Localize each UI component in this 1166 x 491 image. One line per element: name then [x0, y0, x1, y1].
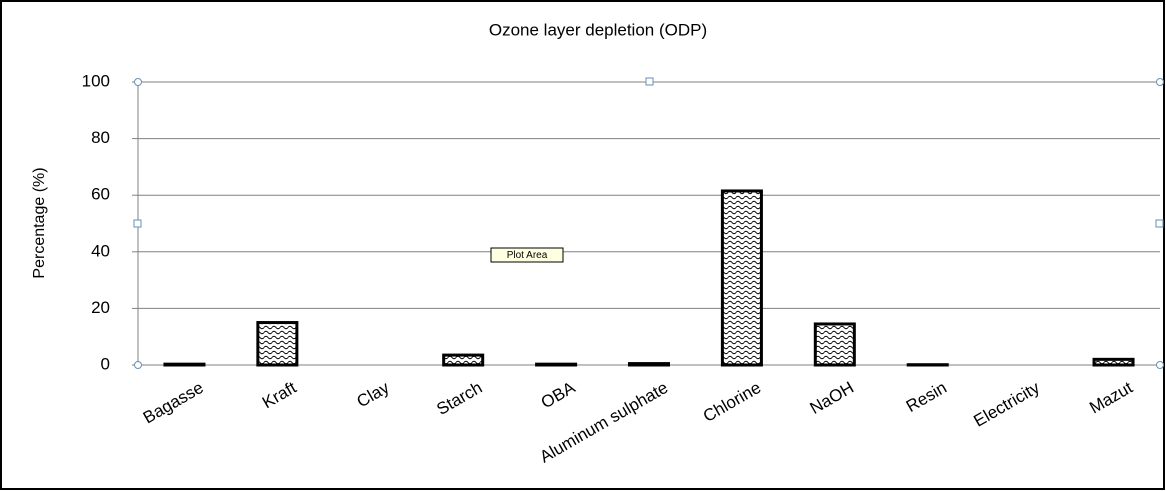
bar	[1092, 357, 1135, 367]
bar	[720, 189, 763, 367]
bar	[813, 322, 856, 367]
y-tick-label: 60	[91, 185, 110, 204]
y-tick-label: 20	[91, 298, 110, 317]
handle	[134, 78, 142, 86]
y-tick-label: 80	[91, 128, 110, 147]
bar	[442, 353, 485, 367]
y-tick-label: 0	[101, 354, 110, 373]
handle	[1156, 78, 1164, 86]
bar	[627, 362, 671, 367]
handle	[134, 361, 142, 369]
chart-title: Ozone layer depletion (ODP)	[489, 20, 707, 39]
bar	[535, 362, 578, 367]
handle	[1156, 361, 1164, 369]
bar	[163, 362, 206, 367]
y-tick-label: 40	[91, 241, 110, 260]
handle	[133, 219, 142, 228]
y-axis-label: Percentage (%)	[31, 167, 48, 278]
y-tick-label: 100	[82, 71, 110, 90]
tooltip-box	[490, 247, 564, 263]
handle	[645, 77, 654, 86]
bar	[256, 321, 299, 367]
tooltip: Plot Area	[507, 250, 548, 261]
handle	[1155, 219, 1164, 228]
